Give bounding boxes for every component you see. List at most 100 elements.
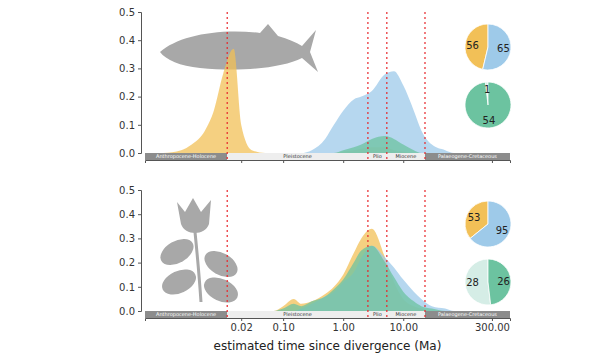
y-tick-mark xyxy=(138,263,141,264)
boundary-line xyxy=(227,12,228,160)
period-band xyxy=(368,153,387,160)
x-tick: 10.00 xyxy=(389,318,418,333)
pie-label: 56 xyxy=(466,40,479,51)
x-tick-mark xyxy=(241,318,242,321)
density-area xyxy=(163,71,463,153)
y-tick-mark xyxy=(138,68,141,69)
y-tick-label: 0.3 xyxy=(119,233,135,244)
x-tick: 0.02 xyxy=(231,318,253,333)
x-tick xyxy=(283,160,284,163)
y-tick: 0.2 xyxy=(119,257,141,268)
period-band xyxy=(145,153,227,160)
pie-label: 65 xyxy=(497,43,510,54)
y-axis-line xyxy=(138,191,142,312)
y-tick: 0.3 xyxy=(119,63,141,74)
y-tick: 0.4 xyxy=(119,209,141,220)
silhouette xyxy=(156,198,242,308)
y-tick-label: 0.1 xyxy=(119,282,135,293)
boundary-line xyxy=(386,190,387,318)
period-band xyxy=(145,311,227,318)
x-tick: 0.10 xyxy=(273,318,295,333)
x-tick-mark xyxy=(283,160,284,163)
pie-label: 28 xyxy=(466,277,479,288)
x-tick-mark xyxy=(492,318,493,321)
y-tick-label: 0.2 xyxy=(119,257,135,268)
y-tick-label: 0.0 xyxy=(119,148,135,159)
silhouette xyxy=(160,24,318,72)
pie: 2826 xyxy=(465,259,511,305)
chart-root: Anthropocene-Holocene Pleistocene Plio Mioc… xyxy=(0,0,600,358)
x-tick xyxy=(343,160,344,163)
pie: 154 xyxy=(465,82,511,128)
period-label: Anthropocene-Holocene xyxy=(156,153,216,160)
y-tick-mark xyxy=(138,125,141,126)
x-tick-mark xyxy=(403,318,404,321)
y-tick-mark xyxy=(138,12,141,13)
y-tick-mark xyxy=(138,311,141,312)
x-tick-label: 0.10 xyxy=(273,322,295,333)
pie-label: 95 xyxy=(496,225,509,236)
y-tick-label: 0.0 xyxy=(119,306,135,317)
x-tick-label: 10.00 xyxy=(389,322,418,333)
plant-leaf xyxy=(200,245,242,282)
plot-area xyxy=(163,229,463,311)
y-tick-mark xyxy=(138,190,141,191)
plant-flower xyxy=(177,198,211,233)
period-label: Pleistocene xyxy=(283,153,312,159)
x-tick-label: 1.00 xyxy=(333,322,355,333)
y-tick: 0.0 xyxy=(119,306,141,317)
period-label: Palaeogene-Cretaceous xyxy=(438,153,497,160)
pie: 5395 xyxy=(465,201,511,247)
y-tick: 0.2 xyxy=(119,91,141,102)
x-axis: 0.02 0.10 1.00 10.00 300.00 xyxy=(146,318,511,333)
density-area xyxy=(163,136,463,153)
period-band xyxy=(425,153,510,160)
x-tick-mark xyxy=(492,160,493,163)
y-tick: 0.5 xyxy=(119,185,141,196)
period-band xyxy=(368,311,387,318)
x-tick-mark xyxy=(343,318,344,321)
x-tick-label: 300.00 xyxy=(475,322,510,333)
y-tick: 0.1 xyxy=(119,282,141,293)
x-tick-mark xyxy=(283,318,284,321)
plant-stem xyxy=(195,232,201,302)
period-label: Miocene xyxy=(395,311,416,317)
x-tick: 300.00 xyxy=(475,318,510,333)
y-tick-label: 0.1 xyxy=(119,120,135,131)
period-band xyxy=(227,311,368,318)
fish-icon xyxy=(160,24,318,72)
boundary-line xyxy=(227,190,228,318)
period-label: Pleistocene xyxy=(283,311,312,317)
period-band xyxy=(227,153,368,160)
plant-leaf xyxy=(200,272,242,307)
boundary-line xyxy=(367,190,368,318)
y-tick-mark xyxy=(138,214,141,215)
period-label: Miocene xyxy=(395,153,416,159)
pie: 56 65 xyxy=(465,24,511,70)
y-tick-mark xyxy=(138,97,141,98)
pie-label: 1 xyxy=(484,84,490,95)
plot-area xyxy=(163,49,463,153)
x-axis-line xyxy=(146,319,511,322)
x-tick xyxy=(492,160,493,163)
density-area xyxy=(163,229,463,311)
y-tick-label: 0.2 xyxy=(119,91,135,102)
y-tick-label: 0.4 xyxy=(119,209,135,220)
pie-slice xyxy=(470,201,511,247)
x-tick-mark xyxy=(343,160,344,163)
y-tick-mark xyxy=(138,40,141,41)
y-tick-mark xyxy=(138,238,141,239)
density-area xyxy=(163,49,463,153)
y-tick: 0.0 xyxy=(119,148,141,159)
x-tick xyxy=(241,160,242,163)
period-label: Plio xyxy=(373,311,382,317)
y-tick-mark xyxy=(138,287,141,288)
period-band xyxy=(387,153,425,160)
x-tick xyxy=(403,160,404,163)
pie-slice xyxy=(465,259,491,305)
density-area xyxy=(163,246,463,311)
x-tick: 1.00 xyxy=(333,318,355,333)
period-strip: Anthropocene-HolocenePleistocenePlioMioc… xyxy=(145,311,510,318)
x-tick-mark xyxy=(241,160,242,163)
period-label: Palaeogene-Cretaceous xyxy=(438,311,497,318)
